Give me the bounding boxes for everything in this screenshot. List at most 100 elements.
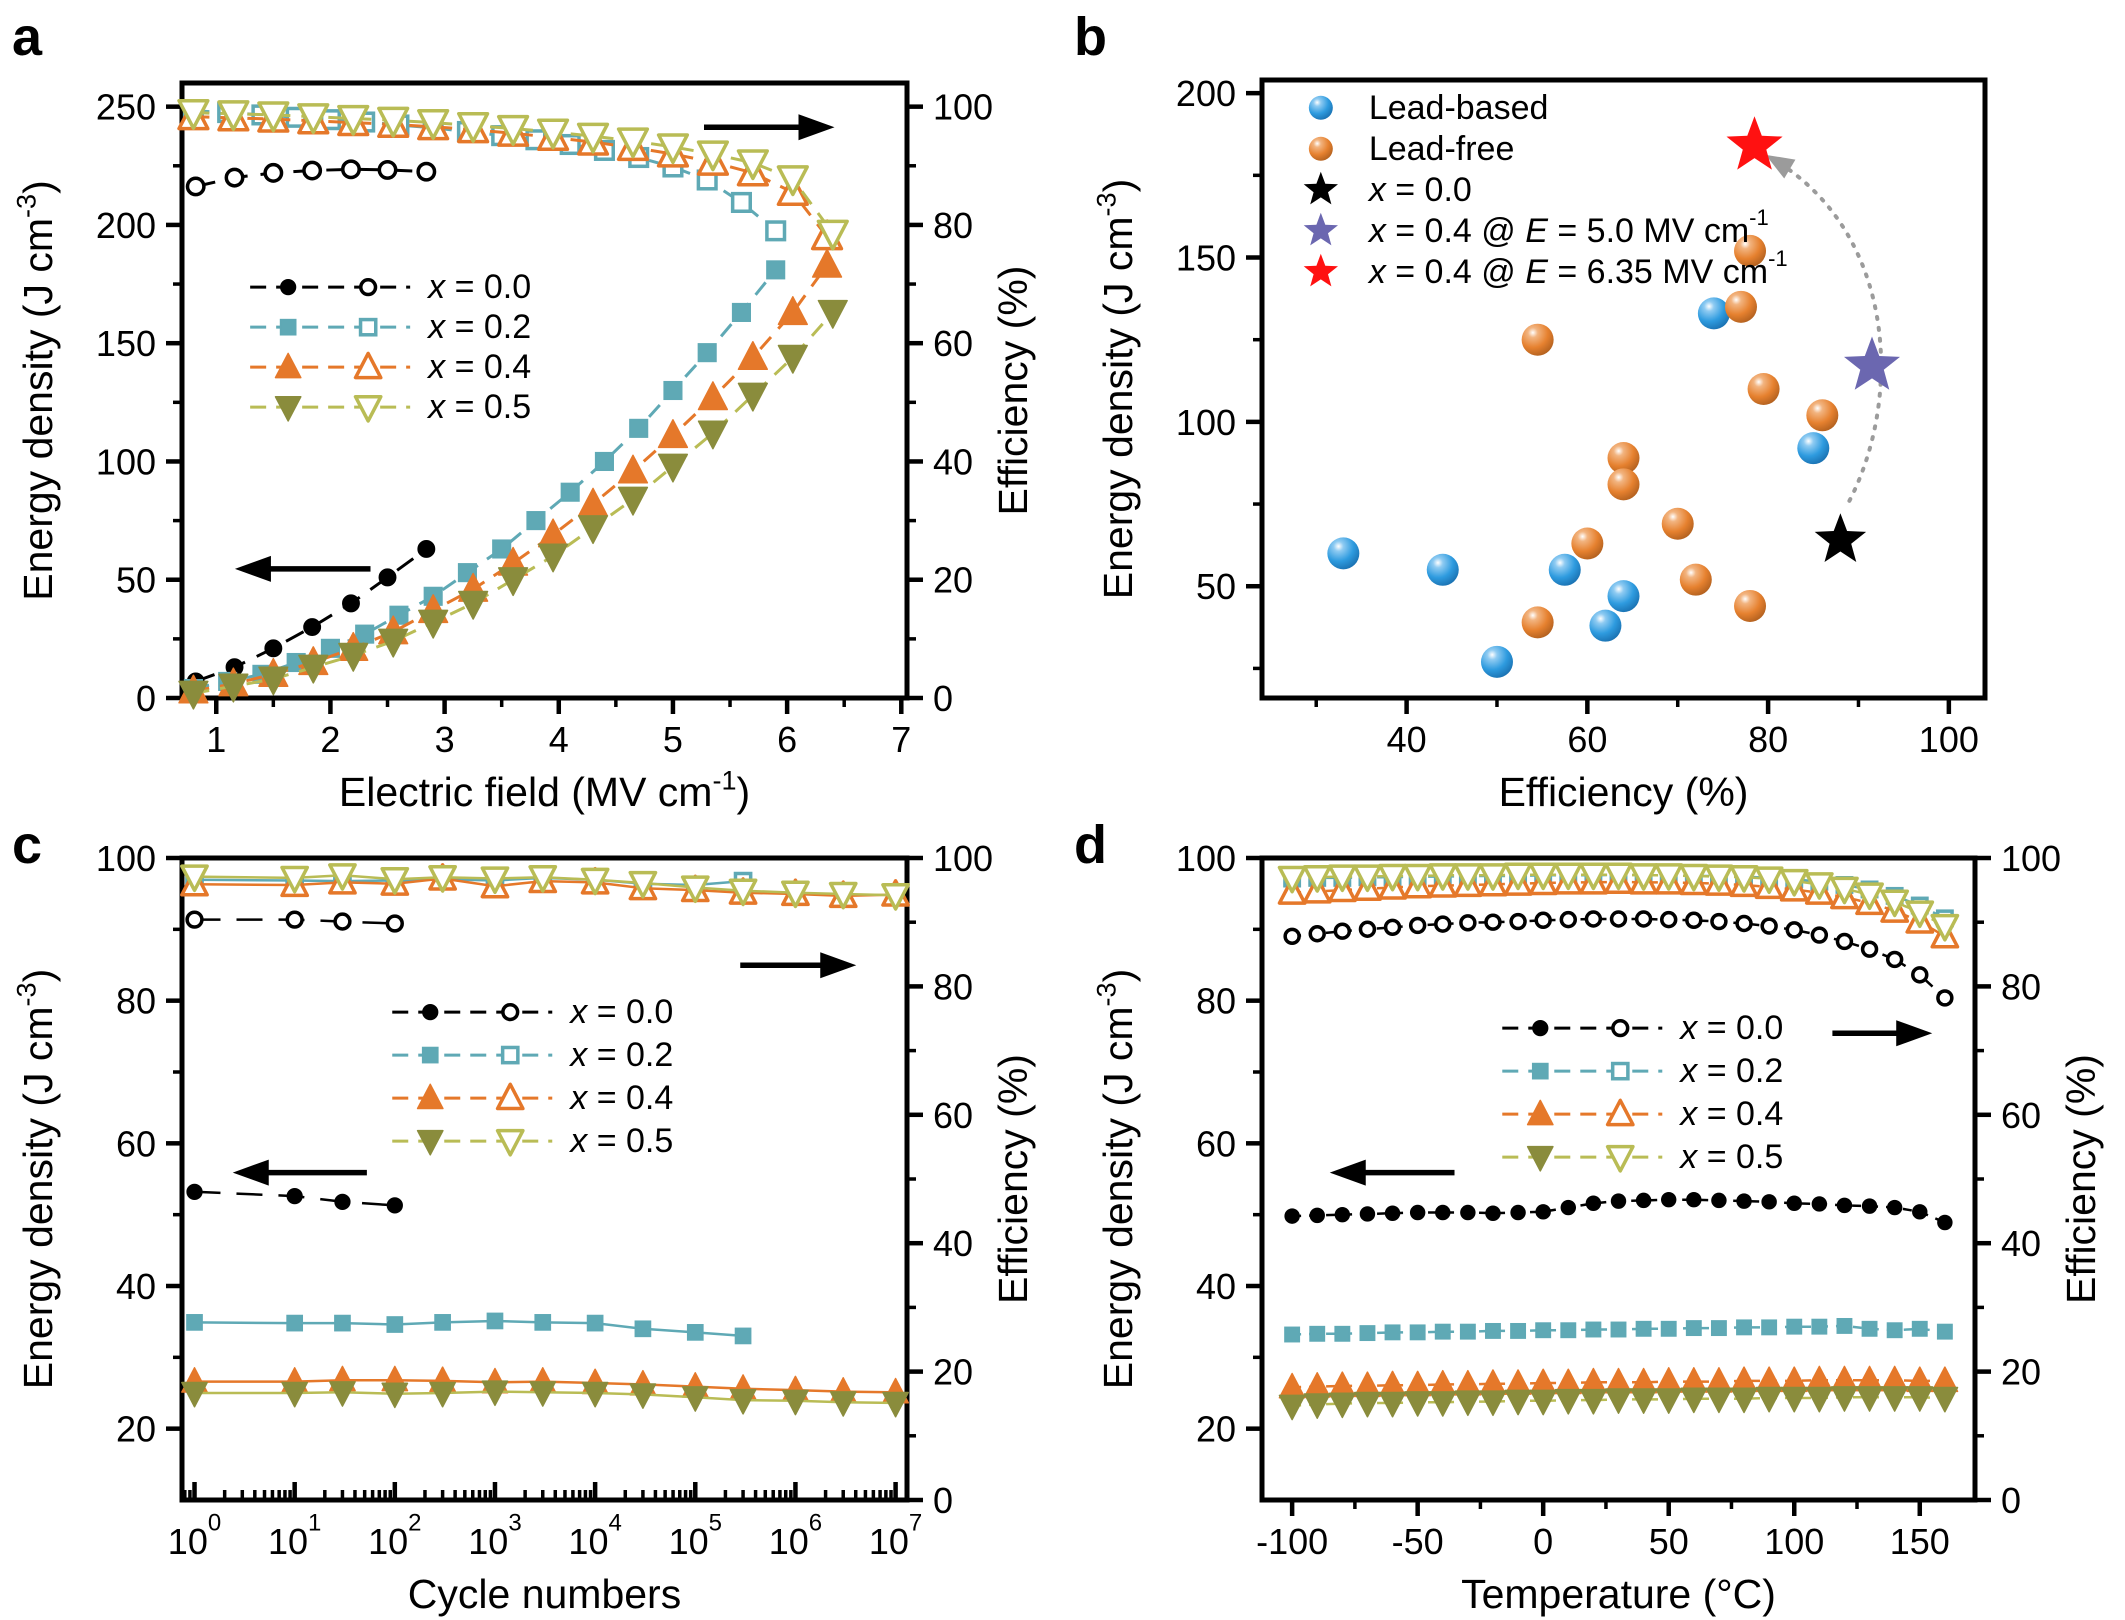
- series-c-x05-efficiency: [180, 863, 910, 911]
- svg-text:20: 20: [1196, 1408, 1236, 1449]
- svg-text:x = 0.2: x = 0.2: [426, 308, 531, 346]
- svg-text:103: 103: [468, 1509, 521, 1562]
- y-right-axis-d: 0 20 40 60 80 100 Efficiency (%): [1975, 838, 2104, 1521]
- axis-pointer-arrow-right-d: [1832, 1020, 1933, 1047]
- svg-text:150: 150: [96, 323, 156, 364]
- svg-text:100: 100: [1764, 1521, 1824, 1562]
- svg-text:x = 0.0: x = 0.0: [1678, 1009, 1783, 1047]
- svg-text:100: 100: [1176, 401, 1236, 442]
- svg-text:80: 80: [1196, 980, 1236, 1021]
- svg-text:150: 150: [1890, 1521, 1950, 1562]
- svg-text:Efficiency (%): Efficiency (%): [1499, 769, 1749, 815]
- series-a-x00-efficiency: [185, 159, 437, 197]
- svg-text:40: 40: [2001, 1223, 2041, 1264]
- svg-text:Energy density (J cm-3): Energy density (J cm-3): [12, 180, 61, 600]
- axis-pointer-arrow-left-c: [232, 1159, 367, 1186]
- series-b-star-x04-e50: [1844, 336, 1900, 390]
- guide-arrow-b: [1765, 154, 1884, 503]
- svg-text:60: 60: [2001, 1094, 2041, 1135]
- svg-text:40: 40: [1196, 1266, 1236, 1307]
- legend-c: x = 0.0 x = 0.2 x = 0.4 x = 0.5: [392, 993, 673, 1160]
- series-a-x05-energy: [178, 299, 848, 710]
- svg-text:x = 0.2: x = 0.2: [1678, 1052, 1783, 1090]
- svg-text:x = 0.4: x = 0.4: [568, 1079, 673, 1117]
- axes-frame-a: [179, 80, 910, 701]
- svg-text:40: 40: [933, 1223, 973, 1264]
- svg-text:40: 40: [933, 441, 973, 482]
- svg-text:2: 2: [320, 719, 340, 760]
- series-d-x02-energy: [1284, 1317, 1953, 1343]
- svg-text:20: 20: [2001, 1351, 2041, 1392]
- series-c-x00-efficiency: [185, 910, 404, 933]
- svg-text:x = 0.4 @ E = 5.0 MV cm-1: x = 0.4 @ E = 5.0 MV cm-1: [1367, 205, 1769, 250]
- series-d-x00-energy: [1284, 1191, 1953, 1231]
- svg-text:100: 100: [2001, 838, 2061, 879]
- svg-text:100: 100: [168, 1509, 221, 1562]
- series-d-x00-efficiency: [1283, 910, 1954, 1007]
- panel-d: -100 -50 0 50 100 150 Temperature (°C) 20 40 60 80…: [1092, 838, 2104, 1618]
- svg-text:0: 0: [933, 1480, 953, 1521]
- svg-text:102: 102: [368, 1509, 421, 1562]
- svg-text:x = 0.4: x = 0.4: [426, 348, 531, 386]
- svg-text:200: 200: [1176, 73, 1236, 114]
- x-axis-d: -100 -50 0 50 100 150 Temperature (°C): [1256, 1500, 1950, 1617]
- panel-b: 40 60 80 100 Efficiency (%) 50 100 150 200 Energy…: [1092, 73, 1988, 815]
- svg-text:100: 100: [96, 838, 156, 879]
- axis-pointer-arrow-right-c: [740, 952, 857, 979]
- series-d-x04-energy: [1278, 1365, 1959, 1399]
- svg-text:1: 1: [206, 719, 226, 760]
- svg-text:Electric field (MV cm-1): Electric field (MV cm-1): [339, 766, 750, 815]
- svg-text:x = 0.5: x = 0.5: [1678, 1138, 1783, 1176]
- series-c-x00-energy: [186, 1183, 403, 1214]
- legend-a: x = 0.0x = 0.2x = 0.4x = 0.5: [250, 268, 531, 426]
- svg-text:50: 50: [1196, 566, 1236, 607]
- series-c-x05-energy: [181, 1380, 909, 1418]
- svg-text:100: 100: [933, 86, 993, 127]
- svg-text:0: 0: [1533, 1521, 1553, 1562]
- svg-text:40: 40: [1387, 719, 1427, 760]
- x-axis-a: 1 2 3 4 5 6 7 Electric field (MV cm-1): [206, 698, 911, 815]
- svg-text:7: 7: [891, 719, 911, 760]
- svg-text:Energy density (J cm-3): Energy density (J cm-3): [1092, 179, 1141, 599]
- y-left-axis-b: 50 100 150 200 Energy density (J cm-3): [1092, 73, 1262, 671]
- svg-text:Temperature (°C): Temperature (°C): [1461, 1571, 1776, 1617]
- svg-text:Efficiency (%): Efficiency (%): [990, 266, 1036, 516]
- svg-text:x = 0.0: x = 0.0: [1367, 171, 1472, 209]
- series-d-x05-efficiency: [1277, 862, 1960, 942]
- panel-label-d: d: [1074, 815, 1107, 875]
- svg-text:5: 5: [663, 719, 683, 760]
- y-left-axis-c: 20 40 60 80 100 Energy density (J cm-3): [12, 838, 182, 1449]
- series-b-lead-free: [1521, 234, 1839, 639]
- series-c-x02-energy: [186, 1312, 752, 1345]
- svg-text:150: 150: [1176, 237, 1236, 278]
- svg-text:x = 0.5: x = 0.5: [568, 1122, 673, 1160]
- svg-text:80: 80: [2001, 966, 2041, 1007]
- svg-text:x = 0.4 @ E = 6.35 MV cm-1: x = 0.4 @ E = 6.35 MV cm-1: [1367, 246, 1788, 291]
- svg-text:-50: -50: [1392, 1521, 1444, 1562]
- panel-label-b: b: [1074, 7, 1107, 67]
- svg-text:100: 100: [1919, 719, 1979, 760]
- svg-text:Energy density (J cm-3): Energy density (J cm-3): [12, 969, 61, 1389]
- svg-text:105: 105: [669, 1509, 722, 1562]
- svg-text:60: 60: [116, 1123, 156, 1164]
- svg-text:3: 3: [435, 719, 455, 760]
- svg-text:4: 4: [549, 719, 569, 760]
- x-axis-b: 40 60 80 100 Efficiency (%): [1314, 698, 1979, 815]
- svg-text:Cycle numbers: Cycle numbers: [408, 1571, 681, 1617]
- legend-d: x = 0.0 x = 0.2 x = 0.4 x = 0.5: [1502, 1009, 1783, 1176]
- svg-text:101: 101: [268, 1509, 321, 1562]
- axis-pointer-arrow-left-a: [234, 555, 371, 582]
- svg-text:0: 0: [2001, 1480, 2021, 1521]
- svg-text:80: 80: [1748, 719, 1788, 760]
- svg-text:-100: -100: [1256, 1521, 1328, 1562]
- svg-text:Lead-based: Lead-based: [1369, 89, 1549, 127]
- svg-text:20: 20: [933, 559, 973, 600]
- y-left-axis-d: 20 40 60 80 100 Energy density (J cm-3): [1092, 838, 1262, 1449]
- svg-text:80: 80: [933, 204, 973, 245]
- svg-text:x = 0.2: x = 0.2: [568, 1036, 673, 1074]
- svg-text:40: 40: [116, 1266, 156, 1307]
- svg-text:0: 0: [136, 678, 156, 719]
- svg-text:106: 106: [769, 1509, 822, 1562]
- panel-a: 1 2 3 4 5 6 7 Electric field (MV cm-1) 0 50 100 150…: [12, 80, 1036, 815]
